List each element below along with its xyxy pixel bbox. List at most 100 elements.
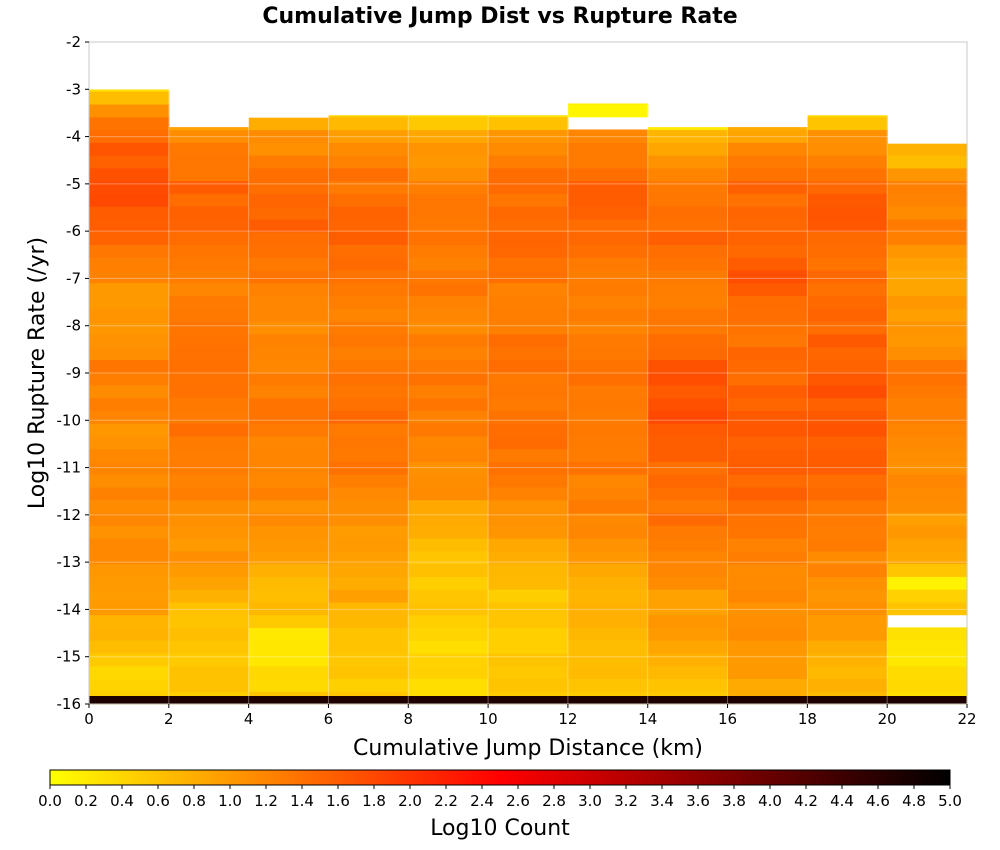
heatmap-cell xyxy=(807,218,888,233)
heatmap-cell xyxy=(807,346,888,360)
heatmap-cell xyxy=(727,461,808,475)
heatmap-cell xyxy=(807,614,888,628)
heatmap-cell xyxy=(488,423,569,437)
heatmap-cell xyxy=(328,601,409,616)
heatmap-cell xyxy=(248,410,330,424)
heatmap-cell xyxy=(328,282,409,297)
heatmap-cell xyxy=(328,678,409,692)
heatmap-cell xyxy=(567,257,649,271)
heatmap-cell xyxy=(168,206,250,220)
heatmap-cell xyxy=(727,640,808,654)
x-tick-label: 6 xyxy=(324,710,334,728)
heatmap-cell xyxy=(727,627,808,641)
heatmap-cell xyxy=(807,448,888,463)
heatmap-cell xyxy=(488,474,569,488)
heatmap-cell xyxy=(248,499,330,514)
heatmap-cell xyxy=(488,461,569,475)
heatmap-cell xyxy=(408,308,489,322)
heatmap-cell xyxy=(807,206,888,220)
heatmap-cell xyxy=(89,206,170,220)
heatmap-cell xyxy=(488,652,569,667)
heatmap-cell xyxy=(168,308,250,322)
heatmap-cell xyxy=(807,115,888,118)
heatmap-cell xyxy=(408,115,489,118)
heatmap-cell xyxy=(248,257,330,271)
heatmap-cell xyxy=(328,589,409,603)
heatmap-cell xyxy=(567,499,649,514)
heatmap-cell xyxy=(567,206,649,220)
heatmap-cell xyxy=(807,282,888,297)
heatmap-cell xyxy=(89,116,170,131)
heatmap-cell xyxy=(567,410,649,424)
heatmap-cell xyxy=(567,372,649,386)
heatmap-cell xyxy=(887,180,968,194)
heatmap-cell xyxy=(248,333,330,348)
heatmap-cell xyxy=(647,576,729,590)
heatmap-cell xyxy=(807,640,888,654)
heatmap-cell xyxy=(807,538,888,552)
heatmap-cell xyxy=(727,167,808,182)
colorbar-tick-label: 3.4 xyxy=(650,792,674,810)
heatmap-cell xyxy=(887,193,968,207)
heatmap-cell xyxy=(488,244,569,258)
heatmap-cell xyxy=(807,474,888,488)
heatmap-cell xyxy=(727,333,808,348)
heatmap-cell xyxy=(488,538,569,552)
heatmap-cell xyxy=(89,384,170,399)
heatmap-cell xyxy=(89,257,170,271)
heatmap-cell xyxy=(328,397,409,411)
heatmap-cell xyxy=(647,295,729,309)
heatmap-cell xyxy=(248,627,330,641)
heatmap-cell xyxy=(328,269,409,284)
heatmap-cell xyxy=(168,359,250,373)
colorbar-tick-label: 4.4 xyxy=(830,792,854,810)
heatmap-cell xyxy=(168,640,250,654)
heatmap-cell xyxy=(647,486,729,501)
heatmap-cell xyxy=(887,244,968,258)
heatmap-cell xyxy=(887,155,968,169)
heatmap-cell xyxy=(567,218,649,233)
heatmap-cell xyxy=(328,410,409,424)
heatmap-cell xyxy=(408,359,489,373)
heatmap-cell xyxy=(248,576,330,590)
heatmap-cell xyxy=(807,269,888,284)
heatmap-cell xyxy=(887,512,968,526)
heatmap-cell xyxy=(727,244,808,258)
heatmap-cell xyxy=(488,282,569,297)
heatmap-cell xyxy=(89,410,170,424)
heatmap-cell xyxy=(807,193,888,207)
heatmap-cell xyxy=(567,167,649,182)
heatmap-cell xyxy=(647,448,729,463)
heatmap-cell xyxy=(727,499,808,514)
colorbar-tick-label: 1.2 xyxy=(254,792,278,810)
heatmap-cell xyxy=(488,129,569,143)
heatmap-cell xyxy=(89,155,170,169)
heatmap-cell xyxy=(488,372,569,386)
heatmap-cell xyxy=(807,244,888,258)
heatmap-cell xyxy=(807,576,888,590)
x-tick-label: 8 xyxy=(403,710,413,728)
heatmap-cell xyxy=(408,435,489,450)
x-tick-label: 16 xyxy=(718,710,737,728)
heatmap-cell xyxy=(807,435,888,450)
heatmap-cell xyxy=(248,167,330,182)
heatmap-cell xyxy=(727,410,808,424)
heatmap-cell xyxy=(887,627,968,641)
heatmap-cell xyxy=(488,525,569,539)
heatmap-cell xyxy=(328,193,409,207)
heatmap-cell xyxy=(807,372,888,386)
heatmap-cell xyxy=(807,678,888,692)
colorbar-label: Log10 Count xyxy=(430,816,570,841)
x-tick-label: 10 xyxy=(479,710,498,728)
heatmap-cell xyxy=(727,550,808,565)
heatmap-cell xyxy=(567,359,649,373)
heatmap-cell xyxy=(488,576,569,590)
heatmap-cell xyxy=(887,589,968,603)
heatmap-cell xyxy=(727,678,808,692)
heatmap-cell xyxy=(567,448,649,463)
heatmap-cell xyxy=(408,372,489,386)
heatmap-cell xyxy=(727,231,808,245)
heatmap-cell xyxy=(887,640,968,654)
heatmap-cell xyxy=(89,295,170,309)
heatmap-cell xyxy=(168,435,250,450)
